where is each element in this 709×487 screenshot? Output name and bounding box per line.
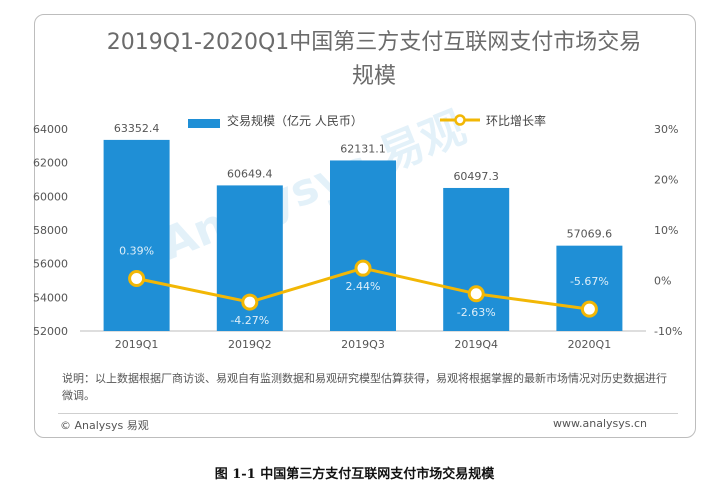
growth-point: [241, 293, 259, 311]
bar: [443, 187, 510, 331]
bar: [103, 139, 170, 331]
growth-value-label: 0.39%: [119, 245, 154, 258]
y-tick-label-left: 62000: [33, 157, 68, 170]
bar-value-label: 60649.4: [227, 167, 273, 180]
x-tick-label: 2019Q4: [454, 338, 498, 351]
y-tick-label-right: -10%: [654, 325, 682, 338]
legend-bar-swatch: [188, 119, 220, 128]
legend-line-label: 环比增长率: [486, 114, 547, 128]
growth-point: [467, 285, 485, 303]
y-tick-label-right: 0%: [654, 275, 671, 288]
growth-value-label: -4.27%: [230, 314, 269, 327]
x-tick-label: 2020Q1: [568, 338, 612, 351]
bar-value-label: 62131.1: [340, 142, 386, 155]
legend-line-swatch: [440, 114, 480, 126]
y-tick-label-left: 54000: [33, 291, 68, 304]
growth-point: [128, 270, 146, 288]
growth-value-label: -5.67%: [570, 275, 609, 288]
y-tick-label-right: 10%: [654, 224, 678, 237]
y-tick-label-left: 52000: [33, 325, 68, 338]
y-tick-label-right: 20%: [654, 174, 678, 187]
bar: [330, 160, 396, 331]
y-tick-label-left: 60000: [33, 190, 68, 203]
chart-title: 2019Q1-2020Q1中国第三方支付互联网支付市场交易规模: [106, 30, 642, 89]
growth-value-label: 2.44%: [346, 280, 381, 293]
figure-caption: 图 1-1 中国第三方支付互联网支付市场交易规模: [214, 467, 495, 482]
bar-value-label: 60497.3: [453, 170, 499, 183]
growth-value-label: -2.63%: [457, 306, 496, 319]
x-tick-label: 2019Q2: [228, 338, 272, 351]
growth-point: [580, 300, 598, 318]
x-tick-label: 2019Q3: [341, 338, 385, 351]
y-tick-label-left: 64000: [33, 123, 68, 136]
y-tick-label-left: 56000: [33, 258, 68, 271]
source-site: www.analysys.cn: [553, 417, 647, 430]
growth-point: [354, 259, 372, 277]
y-tick-label-right: 30%: [654, 123, 678, 136]
y-tick-label-left: 58000: [33, 224, 68, 237]
divider: [58, 413, 678, 414]
bar-value-label: 63352.4: [114, 122, 160, 135]
chart-note: 说明：以上数据根据厂商访谈、易观自有监测数据和易观研究模型估算获得，易观将根据掌…: [62, 372, 667, 402]
legend-bar-label: 交易规模（亿元 人民币）: [227, 114, 363, 128]
bar-value-label: 57069.6: [567, 228, 613, 241]
x-tick-label: 2019Q1: [115, 338, 159, 351]
source-credit: © Analysys 易观: [60, 419, 149, 432]
bar: [556, 245, 623, 331]
